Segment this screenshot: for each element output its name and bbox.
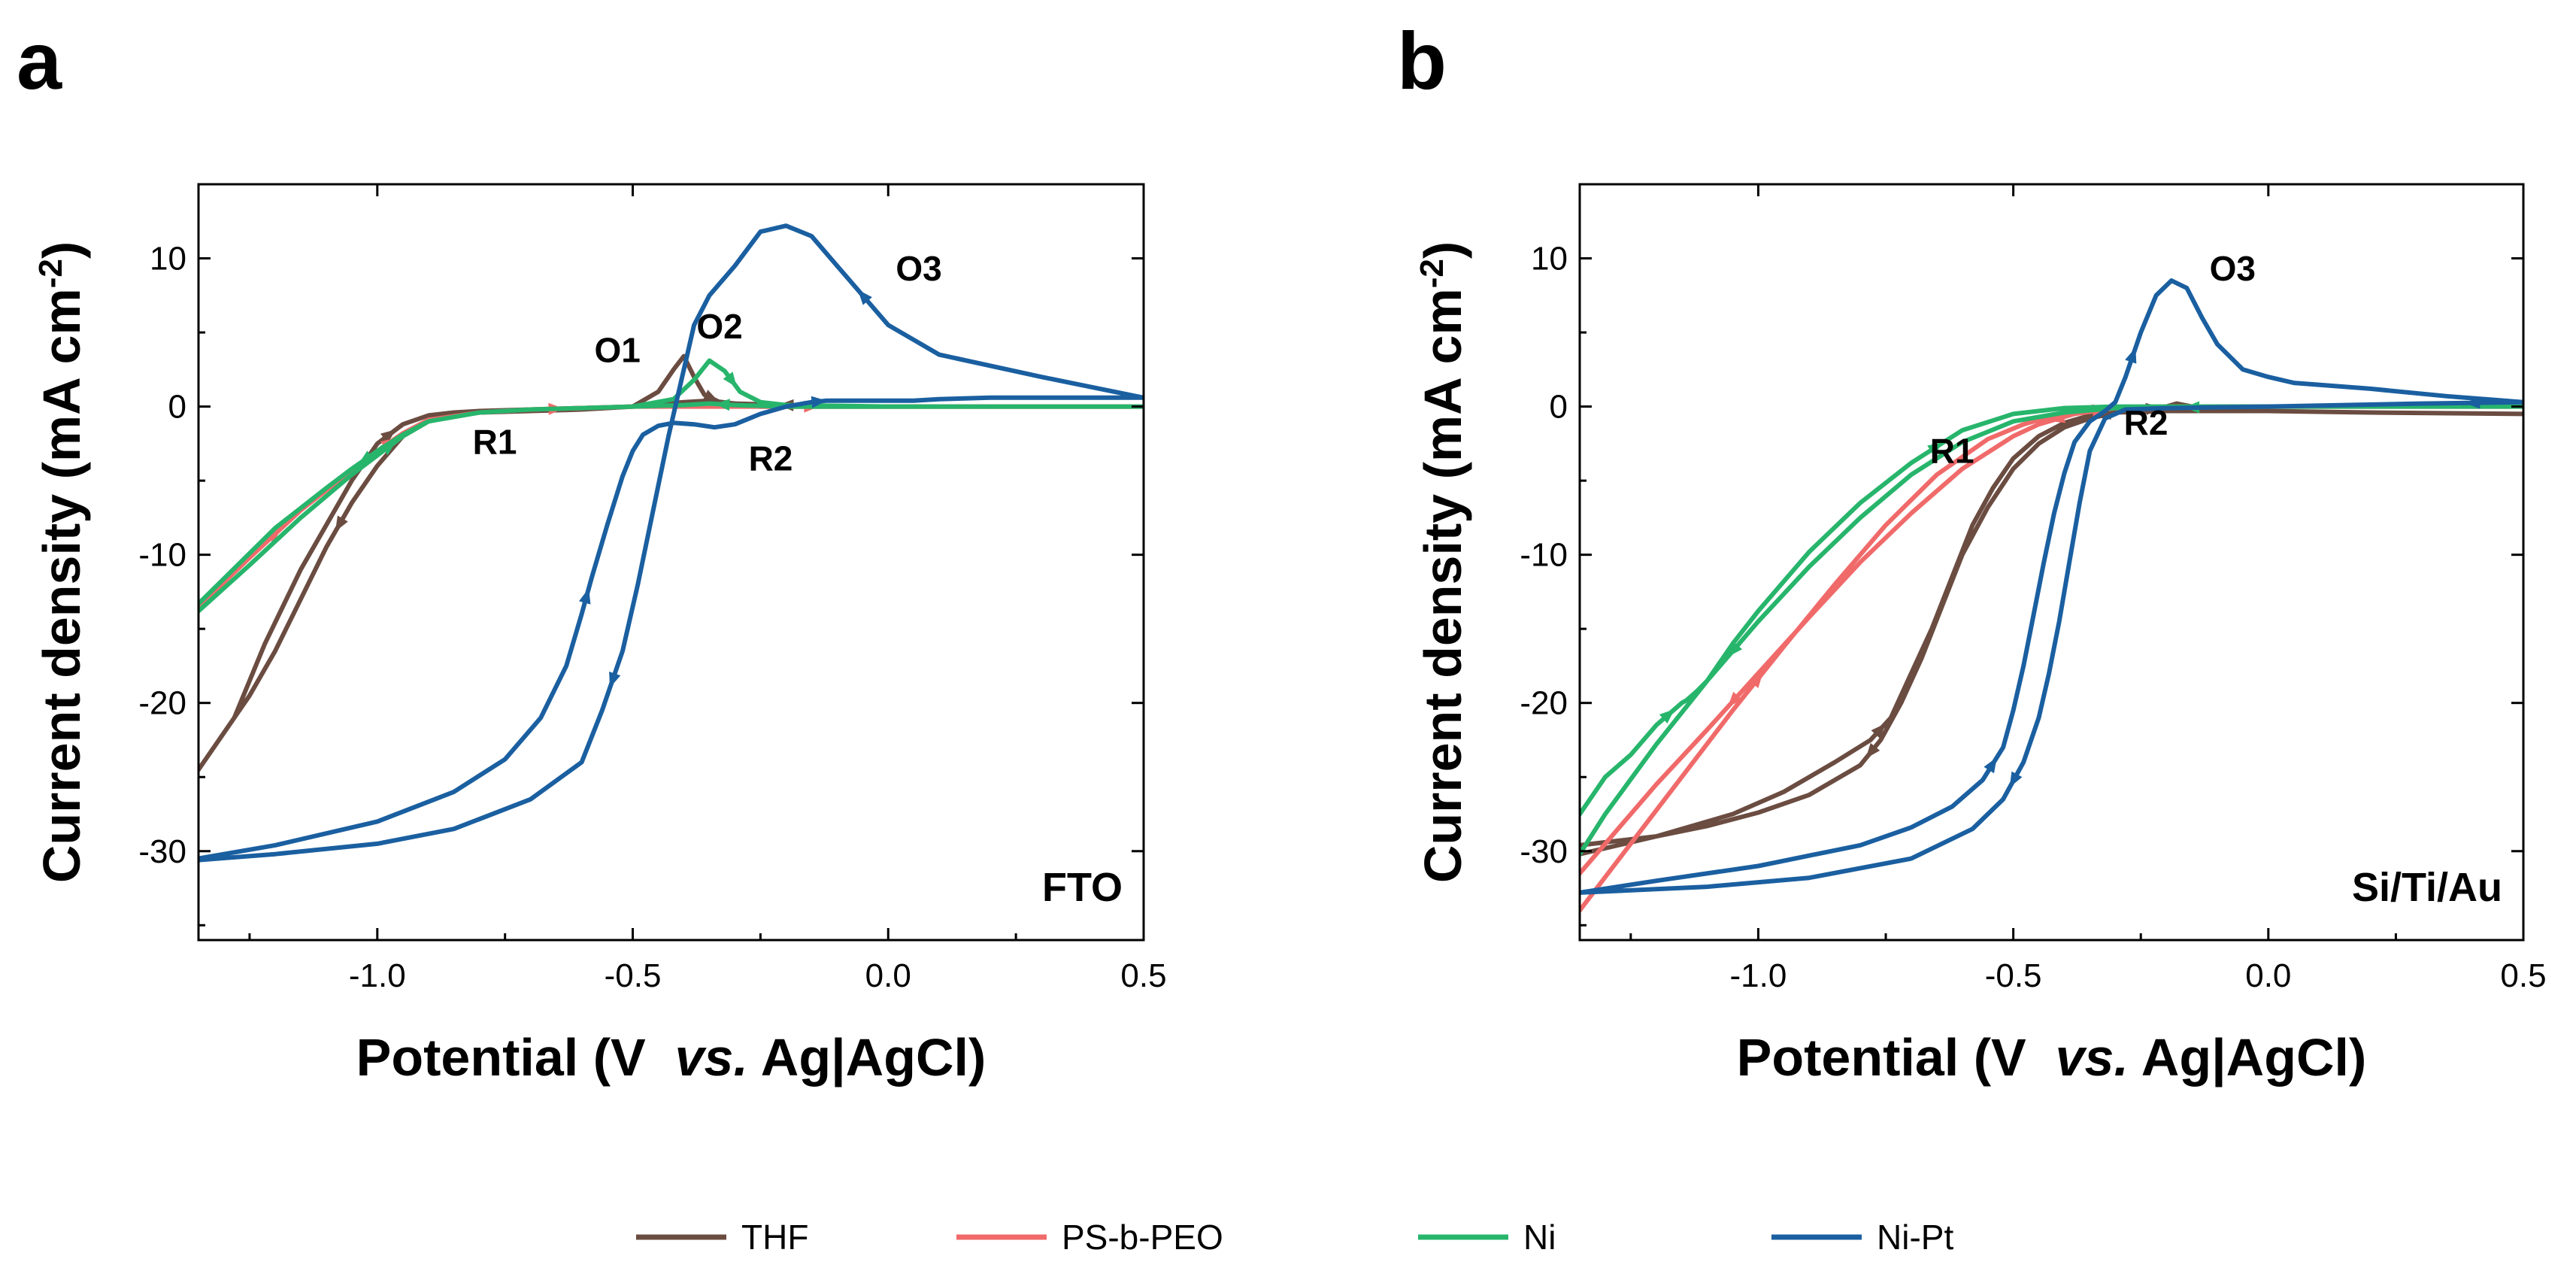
legend-label-ni: Ni: [1523, 1218, 1556, 1257]
direction-arrow-ni: [714, 399, 730, 411]
y-tick-label: -20: [1520, 685, 1568, 722]
plot-area: [199, 223, 1144, 863]
annotation-r2: R2: [749, 438, 793, 478]
panel-b-chart: -1.0 -0.5 0.0 0.5 10 0 -10 -20 -30 Potential (V v…: [1414, 183, 2547, 1087]
x-tick-label: 0.5: [1120, 957, 1166, 994]
legend-label-thf: THF: [741, 1218, 808, 1257]
x-tick-label: 0.5: [2500, 957, 2546, 994]
y-tick-label: -10: [1520, 537, 1568, 574]
axes-frame: [197, 183, 1145, 942]
direction-arrow-thf: [1871, 723, 1886, 739]
direction-arrow-ps-b-peo: [1748, 672, 1763, 689]
series-line-ni-pt: [199, 223, 1144, 863]
direction-arrow-ni-pt: [1984, 757, 1997, 774]
x-axis-title-part: V: [1991, 1028, 2056, 1087]
direction-arrow-ni-pt: [579, 588, 591, 605]
x-axis-title-part: Potential (: [356, 1028, 611, 1087]
panel-label-b: b: [1397, 15, 1447, 106]
y-axis-title: Current density (mA cm-2): [32, 241, 92, 883]
x-axis-title-part: Ag|AgCl): [748, 1028, 986, 1087]
direction-arrow-ni-pt: [2125, 347, 2137, 364]
y-tick-label: -30: [138, 833, 186, 870]
substrate-label: Si/Ti/Au: [2352, 865, 2502, 910]
x-tick-label: 0.0: [865, 957, 911, 994]
y-tick-label: 0: [1550, 389, 1568, 426]
x-axis-title-part: vs.: [2056, 1028, 2129, 1087]
annotation-o2: O2: [696, 307, 742, 346]
x-axis-title: Potential (V vs. Ag|AgCl): [1737, 1028, 2367, 1087]
direction-arrow-ni: [1727, 641, 1743, 657]
y-tick-label: 10: [1531, 241, 1568, 278]
x-tick-label: 0.0: [2245, 957, 2291, 994]
y-axis-title: Current density (mA cm-2): [1414, 241, 1473, 883]
direction-arrow-ni: [1659, 708, 1675, 724]
direction-arrow-thf: [1865, 742, 1880, 759]
direction-arrow-ni: [1927, 442, 1944, 456]
series-line-ni: [199, 358, 1144, 614]
x-tick-label: -0.5: [605, 957, 662, 994]
x-axis-title-part: Ag|AgCl): [2129, 1028, 2366, 1087]
y-axis-title-main: Current density (mA cm: [32, 288, 91, 883]
annotation-o3: O3: [896, 249, 941, 288]
series-line-ni: [1580, 404, 2523, 857]
x-axis-title-part: Potential (: [1737, 1028, 1992, 1087]
x-tick-label: -1.0: [1730, 957, 1787, 994]
direction-arrow-thf: [380, 429, 396, 444]
y-tick-label: -10: [138, 537, 186, 574]
annotation-o1: O1: [594, 330, 640, 369]
series-line-ps-b-peo: [199, 404, 1144, 609]
direction-arrow-ni: [358, 450, 374, 465]
y-tick-label: 0: [168, 389, 186, 426]
x-tick-label: -0.5: [1985, 957, 2042, 994]
direction-arrow-ni: [380, 441, 396, 456]
annotation-o3: O3: [2210, 249, 2256, 288]
y-tick-label: -20: [138, 685, 186, 722]
substrate-label: FTO: [1042, 865, 1123, 910]
series-line-ni-pt: [1580, 278, 2523, 895]
direction-arrow-ps-b-peo: [1727, 691, 1743, 708]
x-axis-title-part: vs.: [675, 1028, 748, 1087]
x-axis-title: Potential (V vs. Ag|AgCl): [356, 1028, 986, 1087]
y-axis-title-sup: -2: [32, 259, 69, 288]
direction-arrow-ni-pt: [857, 290, 872, 305]
annotation-r2: R2: [2124, 403, 2168, 442]
axes-frame: [1578, 183, 2525, 942]
y-axis-title-main: Current density (mA cm: [1414, 288, 1472, 883]
y-axis-title-sup: -2: [1414, 259, 1450, 288]
legend: THF PS-b-PEO Ni Ni-Pt: [636, 1218, 1953, 1257]
annotation-r1: R1: [1930, 431, 1974, 470]
direction-arrow-ni-pt: [2009, 771, 2023, 787]
direction-arrow-ni-pt: [609, 672, 621, 688]
direction-arrow-ps-b-peo: [265, 529, 281, 544]
direction-arrow-thf: [702, 390, 719, 402]
y-tick-label: -30: [1520, 833, 1568, 870]
legend-label-ni-pt: Ni-Pt: [1877, 1218, 1953, 1257]
y-tick-label: 10: [150, 241, 186, 278]
direction-arrow-ni-pt: [2465, 396, 2481, 409]
plot-area: [1580, 278, 2523, 913]
direction-arrow-thf: [335, 515, 348, 532]
direction-arrow-ni: [723, 372, 737, 388]
legend-label-ps-b-peo: PS-b-PEO: [1062, 1218, 1223, 1257]
y-axis-title-close: ): [1414, 241, 1472, 259]
x-tick-label: -1.0: [349, 957, 406, 994]
series-line-thf: [1580, 401, 2523, 857]
y-axis-title-close: ): [32, 241, 91, 259]
direction-arrow-ni-pt: [811, 396, 827, 408]
annotation-r1: R1: [473, 423, 517, 462]
panel-a-chart: -1.0 -0.5 0.0 0.5 10 0 -10 -20 -30 Potential (V v…: [32, 183, 1167, 1087]
panel-label-a: a: [17, 15, 62, 106]
x-axis-title-part: V: [611, 1028, 675, 1087]
